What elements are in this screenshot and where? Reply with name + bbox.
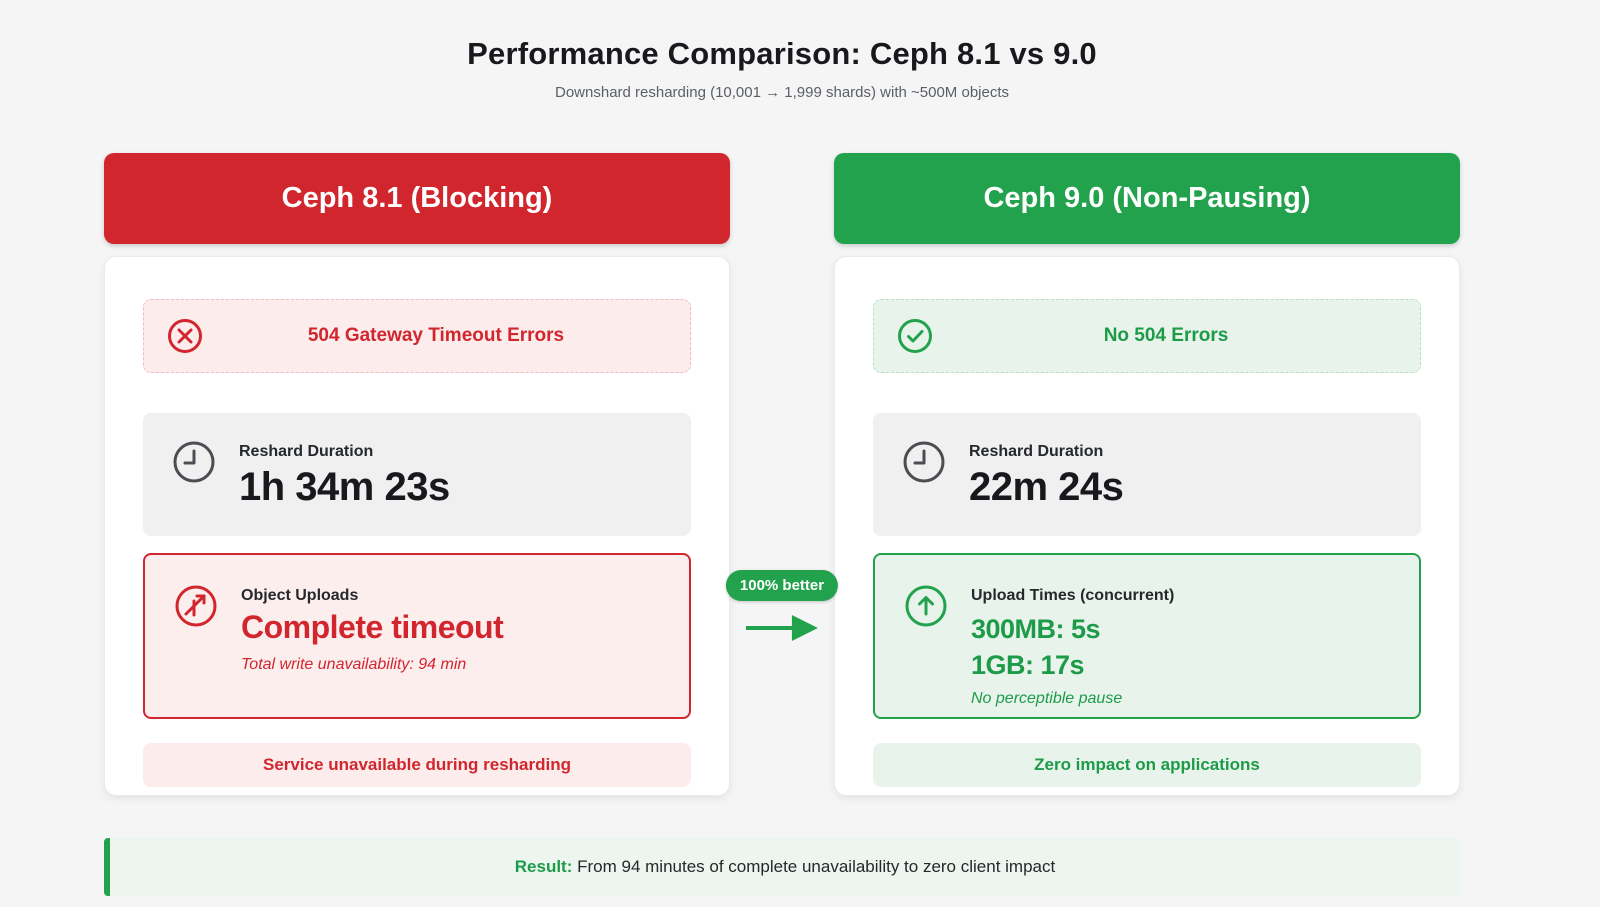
result-text: From 94 minutes of complete unavailabili…	[572, 857, 1056, 876]
ceph-9-0-footer: Zero impact on applications	[873, 743, 1421, 787]
reshard-duration-label-left: Reshard Duration	[239, 443, 374, 460]
upload-blocked-icon	[175, 585, 217, 627]
comparison-columns: Ceph 8.1 (Blocking) 504 Gateway Timeout …	[104, 153, 1460, 796]
result-bar: Result: From 94 minutes of complete unav…	[104, 838, 1460, 896]
object-uploads-text: Object Uploads Complete timeout Total wr…	[241, 583, 504, 674]
upload-times-box: Upload Times (concurrent) 300MB: 5s 1GB:…	[873, 553, 1421, 719]
gateway-errors-banner: 504 Gateway Timeout Errors	[143, 299, 691, 373]
x-circle-icon	[168, 319, 202, 353]
reshard-duration-text-right: Reshard Duration 22m 24s	[969, 439, 1124, 510]
reshard-duration-value-right: 22m 24s	[969, 465, 1124, 509]
reshard-duration-text-left: Reshard Duration 1h 34m 23s	[239, 439, 450, 510]
check-circle-icon	[898, 319, 932, 353]
upload-times-label: Upload Times (concurrent)	[971, 587, 1175, 604]
object-uploads-value: Complete timeout	[241, 609, 504, 645]
right-arrow-icon	[746, 615, 818, 641]
reshard-duration-label-right: Reshard Duration	[969, 443, 1104, 460]
upload-times-value-300mb: 300MB: 5s	[971, 614, 1101, 644]
page-subtitle: Downshard resharding (10,001 → 1,999 sha…	[555, 84, 1009, 101]
upload-times-text: Upload Times (concurrent) 300MB: 5s 1GB:…	[971, 583, 1174, 708]
upload-arrow-icon	[905, 585, 947, 627]
column-ceph-8-1: Ceph 8.1 (Blocking) 504 Gateway Timeout …	[104, 153, 730, 796]
clock-icon	[903, 441, 945, 483]
comparison-infographic: Performance Comparison: Ceph 8.1 vs 9.0 …	[104, 0, 1460, 896]
comparison-indicator: 100% better	[725, 570, 839, 646]
clock-icon	[173, 441, 215, 483]
ceph-8-1-footer: Service unavailable during resharding	[143, 743, 691, 787]
no-errors-banner: No 504 Errors	[873, 299, 1421, 373]
reshard-duration-box-left: Reshard Duration 1h 34m 23s	[143, 413, 691, 536]
upload-times-value-1gb: 1GB: 17s	[971, 650, 1085, 681]
ceph-8-1-header: Ceph 8.1 (Blocking)	[104, 153, 730, 244]
ceph-9-0-header: Ceph 9.0 (Non-Pausing)	[834, 153, 1460, 244]
gateway-errors-label: 504 Gateway Timeout Errors	[307, 325, 565, 346]
upload-times-note: No perceptible pause	[971, 689, 1123, 707]
object-uploads-note: Total write unavailability: 94 min	[241, 656, 467, 673]
object-uploads-label: Object Uploads	[241, 587, 359, 604]
result-label: Result:	[514, 857, 573, 876]
ceph-9-0-card: No 504 Errors Reshard Duration 22m 24s	[834, 256, 1460, 796]
no-errors-label: No 504 Errors	[1103, 325, 1229, 346]
ceph-8-1-card: 504 Gateway Timeout Errors Reshard Durat…	[104, 256, 730, 796]
reshard-duration-value-left: 1h 34m 23s	[239, 465, 450, 509]
column-ceph-9-0: Ceph 9.0 (Non-Pausing) No 504 Errors	[834, 153, 1460, 796]
page-title: Performance Comparison: Ceph 8.1 vs 9.0	[467, 36, 1097, 71]
object-uploads-box: Object Uploads Complete timeout Total wr…	[143, 553, 691, 719]
reshard-duration-box-right: Reshard Duration 22m 24s	[873, 413, 1421, 536]
improvement-badge: 100% better	[725, 570, 839, 601]
